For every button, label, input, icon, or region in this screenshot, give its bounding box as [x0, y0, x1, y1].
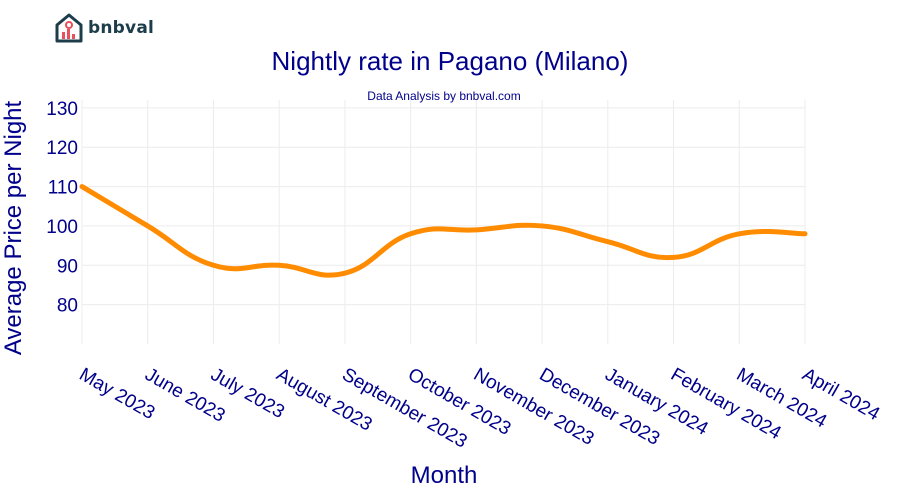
y-tick-label: 80 [57, 296, 78, 317]
y-tick-label: 90 [57, 256, 78, 277]
grid [81, 100, 806, 344]
chart-subtitle: Data Analysis by bnbval.com [367, 89, 520, 103]
x-axis-label: Month [411, 462, 478, 489]
series-layer [79, 184, 808, 278]
x-tick-label: February 2024 [667, 364, 785, 444]
y-tick-label: 130 [46, 99, 78, 120]
y-tick-label: 110 [48, 178, 78, 199]
house-chart-icon [55, 13, 83, 43]
brand-name: bnbval [88, 18, 155, 38]
y-tick-label: 100 [46, 217, 78, 238]
chart-title: Nightly rate in Pagano (Milano) [272, 46, 629, 76]
y-axis-label: Average Price per Night [0, 100, 27, 355]
y-axis-ticks: 80 90 100 110 120 130 [46, 99, 78, 317]
y-tick-label: 120 [46, 138, 78, 159]
brand-logo: bnbval [54, 12, 154, 44]
series-line [79, 184, 808, 278]
